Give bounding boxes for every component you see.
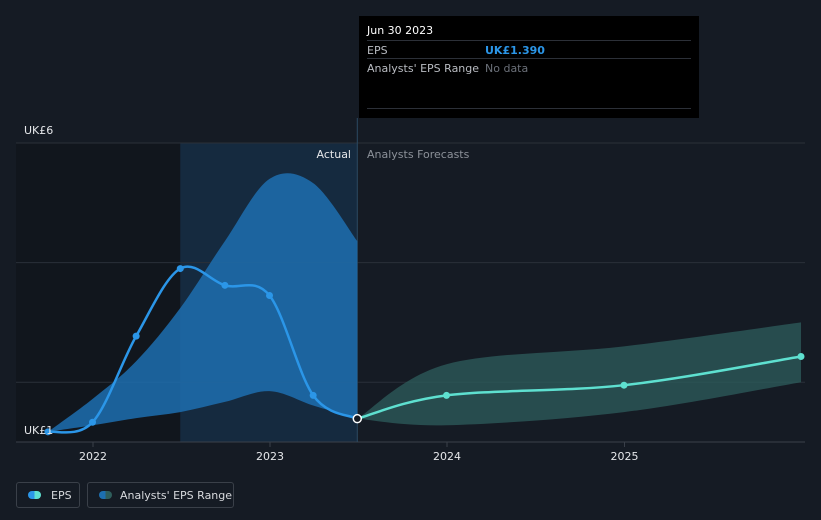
eps-forecast-line (356, 355, 802, 420)
eps-range-bands (47, 173, 801, 432)
eps-actual-point-4 (221, 281, 229, 289)
eps-actual-point-5 (266, 291, 274, 299)
eps-lines (47, 265, 802, 434)
x-tick-label-2023: 2023 (256, 450, 284, 463)
legend-range-button[interactable]: Analysts' EPS Range (87, 482, 234, 508)
x-tick-label-2022: 2022 (79, 450, 107, 463)
legend-eps-button[interactable]: EPS (16, 482, 80, 508)
eps-forecast-point-1 (443, 391, 451, 399)
forecast-eps-range-band (357, 322, 801, 426)
tooltip-date: Jun 30 2023 (367, 24, 434, 37)
eps-actual-point-1 (89, 418, 97, 426)
eps-actual-point-0 (44, 428, 52, 436)
tooltip-range-value: No data (485, 62, 529, 75)
eps-forecast-point-2 (620, 381, 628, 389)
actual-eps-range-band (47, 173, 358, 432)
eps-points (44, 265, 805, 436)
x-tick-label-2025: 2025 (610, 450, 638, 463)
x-tick-label-2024: 2024 (433, 450, 461, 463)
eps-actual-point-7 (352, 413, 363, 424)
actual-section-label: Actual (317, 148, 351, 161)
eps-actual-point-3 (176, 265, 184, 273)
chart-labels: UK£6 UK£1 Actual Analysts Forecasts 2022… (24, 124, 638, 463)
tooltip-row-range: Analysts' EPS Range No data (367, 58, 691, 77)
y-axis-top-label: UK£6 (24, 124, 53, 137)
tooltip-eps-value: UK£1.390 (485, 44, 545, 57)
eps-swatch-icon (28, 491, 41, 499)
tooltip: Jun 30 2023 EPS UK£1.390 Analysts' EPS R… (359, 16, 699, 118)
tooltip-range-label: Analysts' EPS Range (367, 62, 480, 75)
legend-range-label: Analysts' EPS Range (120, 489, 233, 502)
eps-actual-line (47, 265, 358, 434)
tooltip-row-eps: EPS UK£1.390 (367, 40, 691, 59)
eps-actual-point-6 (309, 391, 317, 399)
forecast-section-label: Analysts Forecasts (367, 148, 470, 161)
eps-actual-point-2 (132, 332, 140, 340)
legend-eps-label: EPS (51, 489, 72, 502)
tooltip-divider (367, 108, 691, 109)
y-axis-bottom-label: UK£1 (24, 424, 53, 437)
tooltip-eps-label: EPS (367, 44, 388, 57)
eps-forecast-point-3 (797, 352, 805, 360)
range-swatch-icon (99, 491, 112, 499)
